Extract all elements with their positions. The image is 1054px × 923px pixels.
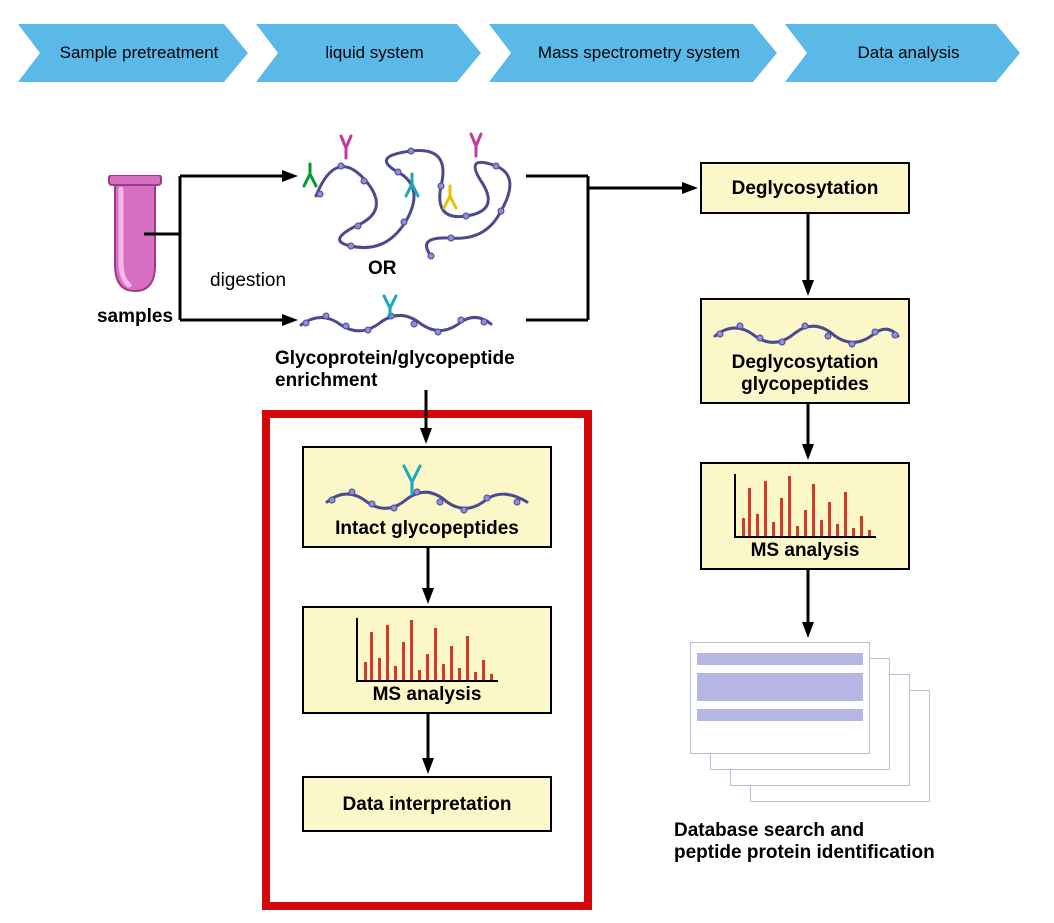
- node-deglyco-peptides: Deglycosytation glycopeptides: [700, 298, 910, 404]
- intact-glycopeptide-icon: [322, 460, 532, 516]
- database-stack: [690, 642, 940, 812]
- node-intact-label: Intact glycopeptides: [335, 518, 519, 540]
- node-ms-left: MS analysis: [302, 606, 552, 714]
- spectrum-left: [356, 618, 498, 682]
- connector-to-deglyco: [526, 144, 706, 344]
- node-ms-right-label: MS analysis: [751, 540, 860, 562]
- node-data-interpretation: Data interpretation: [302, 776, 552, 832]
- diagram-canvas: Sample pretreatment liquid system Mass s…: [0, 0, 1054, 923]
- node-ms-right: MS analysis: [700, 462, 910, 570]
- chevron-step-3: Mass spectrometry system: [489, 24, 777, 82]
- enrichment-label-line2: enrichment: [275, 370, 377, 391]
- arrow-intact-to-ms-left: [418, 548, 438, 606]
- peptide-plain-icon: [710, 308, 900, 350]
- node-deglycosylation-label: Deglycosytation: [732, 178, 879, 200]
- chevron-step-1-label: Sample pretreatment: [60, 43, 219, 63]
- spectrum-right: [734, 474, 876, 538]
- chevron-step-1: Sample pretreatment: [18, 24, 248, 82]
- node-intact-glycopeptides: Intact glycopeptides: [302, 446, 552, 548]
- arrow-ms-to-db: [798, 570, 818, 640]
- glycoprotein-complex: [296, 126, 526, 266]
- workflow-chevron-bar: Sample pretreatment liquid system Mass s…: [18, 24, 1028, 82]
- node-deglycosylation: Deglycosytation: [700, 162, 910, 214]
- digestion-label: digestion: [210, 270, 286, 292]
- db-search-label: Database search and peptide protein iden…: [674, 820, 935, 864]
- chevron-step-2-label: liquid system: [325, 43, 423, 63]
- enrichment-label-line1: Glycoprotein/glycopeptide: [275, 348, 515, 369]
- or-label: OR: [368, 258, 397, 280]
- glycopeptide-single: [296, 290, 496, 340]
- flowchart-area: samples digestion: [40, 150, 1020, 910]
- chevron-step-2: liquid system: [256, 24, 481, 82]
- node-ms-left-label: MS analysis: [373, 684, 482, 706]
- arrow-enrichment-to-intact: [416, 390, 436, 446]
- node-deglyco-peptides-label: Deglycosytation glycopeptides: [732, 352, 879, 396]
- arrow-pep-to-ms: [798, 404, 818, 462]
- chevron-step-4-label: Data analysis: [857, 43, 959, 63]
- enrichment-label: Glycoprotein/glycopeptide enrichment: [275, 348, 515, 392]
- chevron-step-4: Data analysis: [785, 24, 1020, 82]
- arrow-deglyco-to-pep: [798, 214, 818, 298]
- arrow-msleft-to-interp: [418, 714, 438, 776]
- chevron-step-3-label: Mass spectrometry system: [538, 43, 740, 63]
- node-data-interpretation-label: Data interpretation: [343, 794, 512, 816]
